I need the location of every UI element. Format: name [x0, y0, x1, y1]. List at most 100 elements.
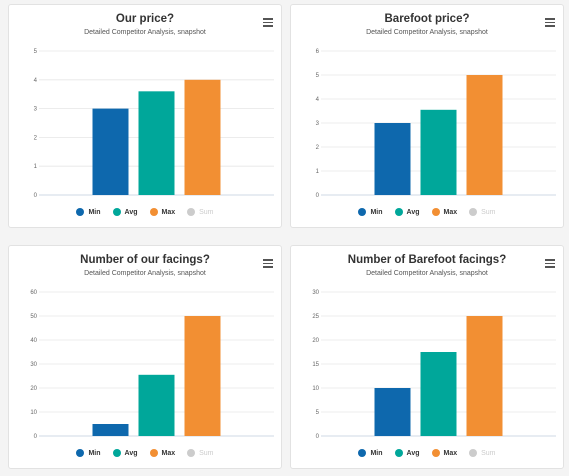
- legend-marker-icon: [394, 449, 403, 457]
- legend-label: Max: [443, 208, 458, 216]
- chart-legend: Min Avg Max Sum: [291, 449, 563, 457]
- y-tick-label: 6: [316, 49, 320, 55]
- legend-marker-icon: [431, 208, 440, 216]
- y-tick-label: 20: [312, 338, 319, 344]
- legend-marker-icon: [469, 449, 478, 457]
- legend-item-max[interactable]: Max: [431, 208, 458, 216]
- bar-min[interactable]: [374, 388, 411, 436]
- y-tick-label: 0: [316, 193, 320, 199]
- bar-chart-plot: 0 1 2 3 4 5 6: [316, 49, 556, 199]
- y-tick-label: 5: [34, 49, 38, 55]
- y-tick-label: 15: [312, 362, 319, 368]
- legend-item-max[interactable]: Max: [149, 449, 176, 457]
- legend-item-sum[interactable]: Sum: [187, 449, 214, 457]
- legend-item-min[interactable]: Min: [358, 208, 383, 216]
- legend-label: Avg: [124, 449, 138, 457]
- legend-marker-icon: [187, 449, 196, 457]
- y-tick-label: 4: [34, 78, 38, 84]
- hamburger-menu-icon[interactable]: [545, 18, 555, 27]
- bar-chart-plot: 0 10 20 30 40 50 60: [30, 290, 274, 440]
- legend-label: Min: [370, 208, 383, 216]
- y-tick-label: 4: [316, 97, 320, 103]
- bar-chart-plot: 0 1 2 3 4 5: [34, 49, 274, 199]
- legend-item-avg[interactable]: Avg: [394, 449, 420, 457]
- bar-min[interactable]: [374, 123, 411, 195]
- bar-avg[interactable]: [138, 374, 175, 436]
- chart-subtitle: Detailed Competitor Analysis, snapshot: [366, 270, 488, 277]
- y-tick-label: 0: [34, 434, 38, 440]
- y-tick-label: 2: [316, 145, 320, 151]
- hamburger-menu-icon[interactable]: [263, 259, 273, 268]
- bar-chart-plot: 0 5 10 15 20 25 30: [312, 290, 556, 440]
- bar-min[interactable]: [92, 108, 129, 195]
- y-tick-label: 10: [30, 410, 37, 416]
- y-tick-label: 50: [30, 314, 37, 320]
- y-tick-label: 20: [30, 386, 37, 392]
- y-tick-label: 40: [30, 338, 37, 344]
- chart-card: Number of Barefoot facings? Detailed Comp…: [290, 245, 564, 469]
- legend-label: Max: [161, 449, 176, 457]
- y-tick-label: 0: [316, 434, 320, 440]
- y-tick-label: 0: [34, 193, 38, 199]
- chart-legend: Min Avg Max Sum: [9, 208, 281, 216]
- bar-avg[interactable]: [138, 91, 175, 195]
- legend-item-sum[interactable]: Sum: [187, 208, 214, 216]
- legend-label: Min: [370, 449, 383, 457]
- legend-label: Avg: [124, 208, 138, 216]
- chart-title: Number of our facings?: [80, 254, 210, 266]
- legend-marker-icon: [112, 449, 121, 457]
- legend-label: Min: [88, 449, 101, 457]
- chart-subtitle: Detailed Competitor Analysis, snapshot: [366, 29, 488, 36]
- legend-marker-icon: [358, 208, 367, 216]
- legend-label: Avg: [406, 449, 420, 457]
- legend-marker-icon: [469, 208, 478, 216]
- legend-label: Min: [88, 208, 101, 216]
- legend-item-sum[interactable]: Sum: [469, 208, 496, 216]
- bar-max[interactable]: [184, 316, 221, 436]
- y-tick-label: 1: [316, 169, 320, 175]
- legend-marker-icon: [431, 449, 440, 457]
- chart-legend: Min Avg Max Sum: [9, 449, 281, 457]
- legend-item-max[interactable]: Max: [149, 208, 176, 216]
- legend-item-max[interactable]: Max: [431, 449, 458, 457]
- chart-title: Number of Barefoot facings?: [347, 254, 507, 266]
- y-tick-label: 60: [30, 290, 37, 296]
- y-tick-label: 30: [312, 290, 319, 296]
- bar-max[interactable]: [184, 79, 221, 195]
- bar-avg[interactable]: [420, 109, 457, 195]
- legend-item-min[interactable]: Min: [358, 449, 383, 457]
- bar-min[interactable]: [92, 424, 129, 436]
- y-tick-label: 5: [316, 410, 320, 416]
- hamburger-menu-icon[interactable]: [263, 18, 273, 27]
- legend-item-avg[interactable]: Avg: [112, 449, 138, 457]
- legend-label: Max: [161, 208, 176, 216]
- legend-label: Max: [443, 449, 458, 457]
- chart-card: Our price? Detailed Competitor Analysis, …: [8, 4, 282, 228]
- hamburger-menu-icon[interactable]: [545, 259, 555, 268]
- bar-max[interactable]: [466, 75, 503, 195]
- chart-legend: Min Avg Max Sum: [291, 208, 563, 216]
- legend-label: Sum: [481, 208, 496, 216]
- legend-label: Avg: [406, 208, 420, 216]
- y-tick-label: 3: [316, 121, 320, 127]
- legend-item-avg[interactable]: Avg: [112, 208, 138, 216]
- legend-marker-icon: [149, 208, 158, 216]
- legend-item-avg[interactable]: Avg: [394, 208, 420, 216]
- legend-item-min[interactable]: Min: [76, 449, 101, 457]
- legend-item-min[interactable]: Min: [76, 208, 101, 216]
- legend-label: Sum: [481, 449, 496, 457]
- chart-title: Our price?: [115, 13, 175, 25]
- legend-marker-icon: [112, 208, 121, 216]
- legend-label: Sum: [199, 208, 214, 216]
- legend-marker-icon: [76, 449, 85, 457]
- legend-marker-icon: [394, 208, 403, 216]
- bar-max[interactable]: [466, 316, 503, 436]
- y-tick-label: 5: [316, 73, 320, 79]
- bar-avg[interactable]: [420, 352, 457, 436]
- y-tick-label: 30: [30, 362, 37, 368]
- chart-subtitle: Detailed Competitor Analysis, snapshot: [84, 270, 206, 277]
- legend-item-sum[interactable]: Sum: [469, 449, 496, 457]
- legend-marker-icon: [76, 208, 85, 216]
- legend-marker-icon: [187, 208, 196, 216]
- legend-label: Sum: [199, 449, 214, 457]
